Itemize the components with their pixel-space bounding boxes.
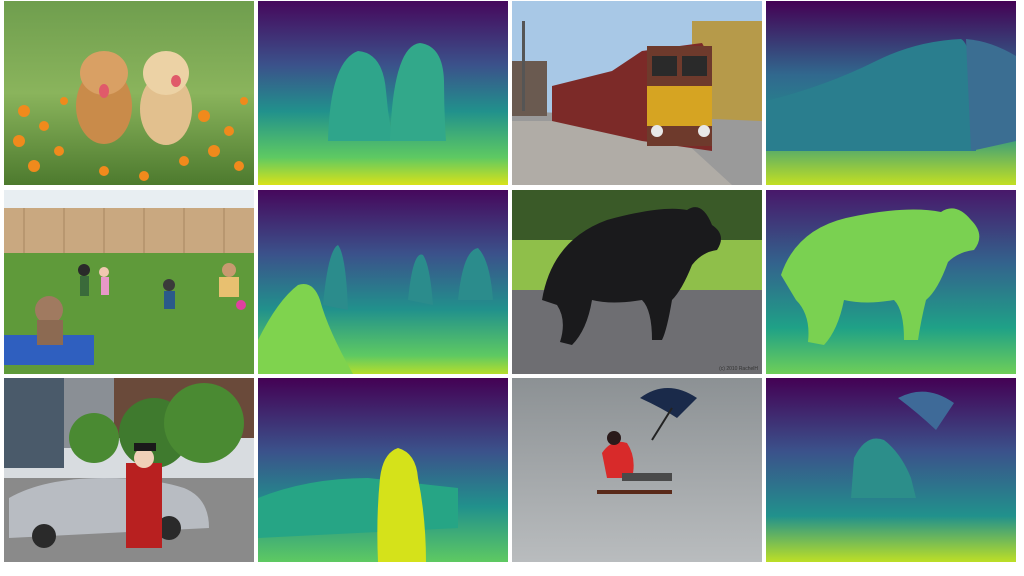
photo-puppies <box>4 1 254 185</box>
depth-map-backyard-family <box>258 190 508 374</box>
photo-street-scene <box>4 378 254 562</box>
backyard-photo-illustration <box>4 190 254 374</box>
depth-map-train <box>766 1 1016 185</box>
puppies-photo-illustration <box>4 1 254 185</box>
photo-backyard-family <box>4 190 254 374</box>
street-depth-illustration <box>258 378 508 562</box>
depth-map-sled-umbrella <box>766 378 1016 562</box>
train-depth-illustration <box>766 1 1016 185</box>
sled-depth-illustration <box>766 378 1016 562</box>
bear-photo-illustration <box>512 190 762 374</box>
photo-credit: (c) 2010 RachelH <box>719 366 758 372</box>
street-photo-illustration <box>4 378 254 562</box>
depth-map-puppies <box>258 1 508 185</box>
depth-map-street-scene <box>258 378 508 562</box>
photo-sled-umbrella <box>512 378 762 562</box>
photo-train <box>512 1 762 185</box>
train-photo-illustration <box>512 1 762 185</box>
sled-photo-illustration <box>512 378 762 562</box>
photo-black-bear: (c) 2010 RachelH <box>512 190 762 374</box>
bear-depth-illustration <box>766 190 1016 374</box>
backyard-depth-illustration <box>258 190 508 374</box>
puppies-depth-illustration <box>258 1 508 185</box>
depth-map-black-bear <box>766 190 1016 374</box>
